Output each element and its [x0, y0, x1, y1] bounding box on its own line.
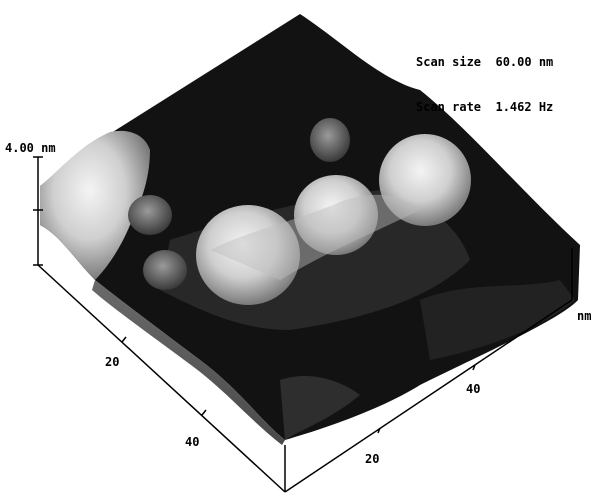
right-axis-unit: nm: [577, 309, 591, 323]
left-axis: 20 40: [37, 264, 286, 493]
particle-3: [379, 134, 471, 226]
scan-rate-value: 1.462 Hz: [495, 100, 554, 114]
particle-2: [294, 175, 378, 255]
surface-topography: [40, 14, 580, 445]
particle-1: [196, 205, 300, 305]
scan-info: Scan size 60.00 nm Scan rate 1.462 Hz: [416, 25, 553, 130]
right-axis-tick-40: 40: [466, 382, 480, 396]
left-ridge: [40, 130, 150, 280]
scan-rate-label: Scan rate: [416, 100, 482, 114]
right-axis: 20 40 nm: [284, 248, 591, 493]
left-axis-tick-40: 40: [185, 435, 199, 449]
z-axis-max-label: 4.00 nm: [5, 141, 56, 155]
surface-front-wall: [92, 280, 285, 445]
scan-size-row: Scan size 60.00 nm: [416, 55, 553, 70]
scan-rate-row: Scan rate 1.462 Hz: [416, 100, 553, 115]
right-axis-tick-20: 20: [365, 452, 379, 466]
scan-size-label: Scan size: [416, 55, 482, 69]
scan-size-value: 60.00 nm: [495, 55, 554, 69]
left-axis-tick-20: 20: [105, 355, 119, 369]
